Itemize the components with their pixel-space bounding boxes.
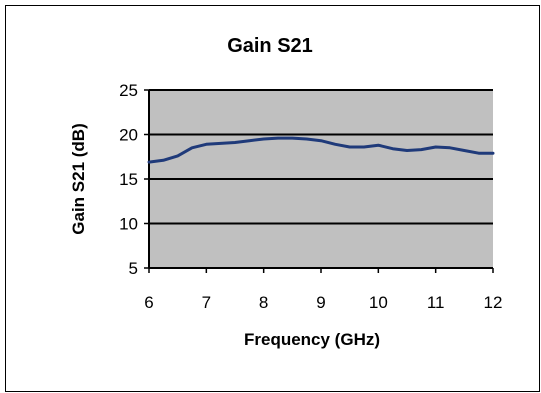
chart-title: Gain S21 [227, 35, 313, 57]
y-tick-label-15: 15 [119, 170, 138, 189]
y-tick-label-5: 5 [129, 259, 138, 278]
series-line-0 [147, 136, 495, 164]
x-tick-label-6: 6 [144, 293, 153, 312]
x-tick-label-10: 10 [369, 293, 388, 312]
x-tick-label-11: 11 [427, 293, 445, 312]
plot-area-group: 5 10 15 20 25 6 7 8 9 10 11 12 [119, 81, 502, 312]
x-axis-label: Frequency (GHz) [244, 330, 380, 349]
y-tick-label-10: 10 [119, 215, 138, 234]
x-tick-label-7: 7 [202, 293, 211, 312]
x-tick-label-9: 9 [316, 293, 325, 312]
x-tick-label-12: 12 [484, 293, 503, 312]
y-axis-label: Gain S21 (dB) [69, 123, 88, 234]
y-tick-label-25: 25 [119, 81, 138, 100]
x-tick-label-8: 8 [259, 293, 268, 312]
y-tick-label-20: 20 [119, 126, 138, 145]
